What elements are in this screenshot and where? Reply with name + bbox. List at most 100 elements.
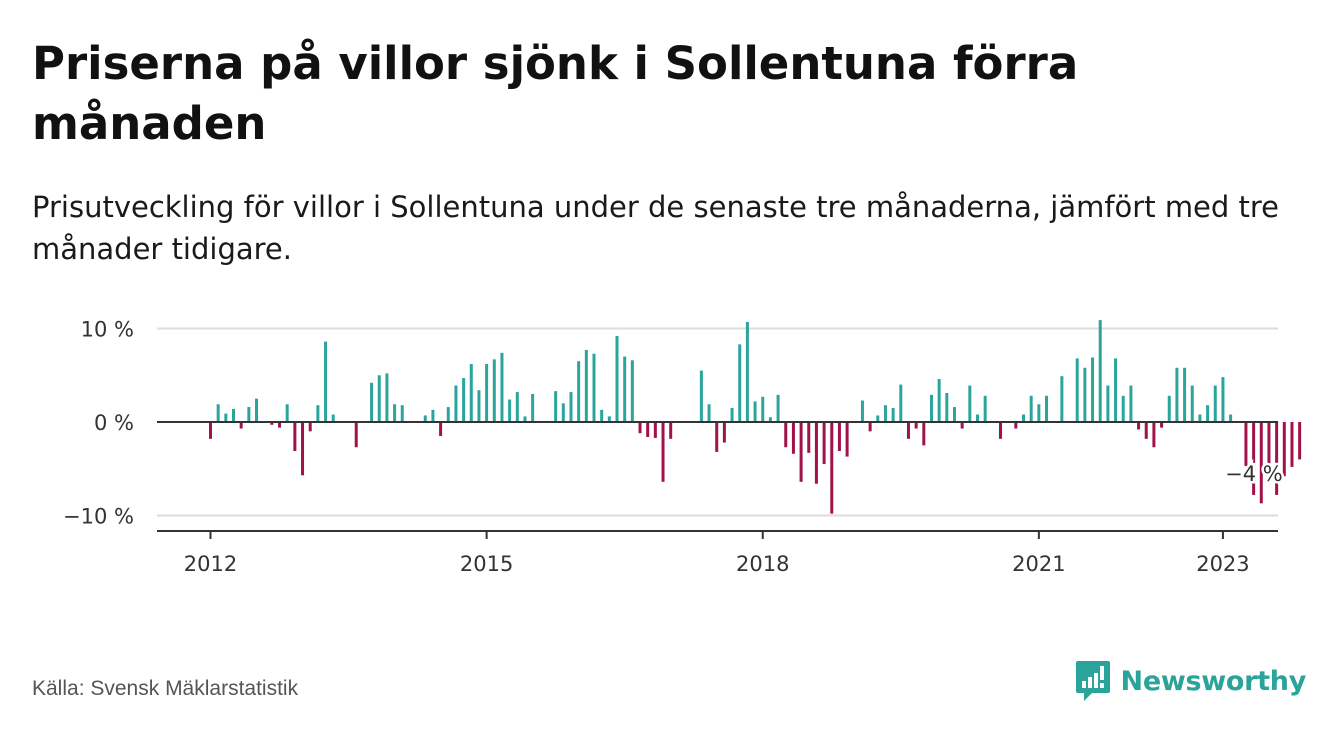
bar [1282,422,1286,477]
x-tick-label: 2012 [184,552,237,576]
bar [1183,367,1187,422]
bar [308,422,312,432]
brand-name: Newsworthy [1120,665,1307,697]
bar [1106,385,1110,422]
bar [891,407,895,422]
bar [968,385,972,422]
axes [157,421,1278,539]
bar [1091,357,1095,422]
bar [1129,385,1133,422]
bar [232,408,236,422]
bar [224,413,228,422]
bar [761,396,765,422]
bar [929,394,933,422]
x-tick-label: 2023 [1196,552,1249,576]
bar [1144,422,1148,439]
bar [791,422,795,454]
bar [454,385,458,422]
bar [669,422,673,439]
bar [630,360,634,422]
bar [945,393,949,422]
bar [837,422,841,451]
bar [914,422,918,429]
bar [247,407,251,422]
bar [1160,422,1164,428]
bar [1121,395,1125,422]
bar [1252,422,1256,495]
bar [531,393,535,422]
bar [1114,358,1118,422]
bar [500,352,504,422]
bar [354,422,358,448]
bar [477,390,481,422]
bar [431,409,435,422]
bar [462,378,466,422]
bar [423,415,427,422]
bar [876,415,880,422]
bar [316,405,320,422]
grid-lines [157,327,1278,517]
chart-subtitle: Prisutveckling för villor i Sollentuna u… [32,190,1280,266]
bar [784,422,788,448]
bar [699,370,703,422]
bar [209,422,212,439]
bar [730,407,734,422]
bar [976,414,979,422]
x-tick-label: 2021 [1012,552,1065,576]
bar [768,417,772,422]
bar [239,422,243,429]
bar [331,414,335,422]
y-tick-label: 10 % [81,318,134,342]
bar [638,422,642,434]
bar [1259,422,1263,504]
bar [646,422,650,437]
bar [285,404,289,422]
bar [216,404,220,422]
bar [661,422,665,482]
bar [753,401,757,422]
bar [1060,376,1064,422]
bar [653,422,657,438]
bar [554,391,558,422]
bar [738,344,742,422]
bar [584,350,588,422]
bar [1229,414,1233,422]
bar [370,382,374,422]
bar [1037,404,1041,422]
bar [1083,367,1087,422]
bar [1221,377,1225,422]
bar [1029,395,1033,422]
bar [1022,414,1026,422]
y-tick-label: 0 % [94,411,134,435]
bar [937,378,941,422]
bar [983,395,987,422]
brand-logo[interactable]: Newsworthy [1075,660,1306,702]
bar [607,416,611,422]
x-tick-label: 2015 [460,552,513,576]
bar [899,384,903,422]
bar [523,416,527,422]
bar [1190,385,1194,422]
bar [830,422,834,514]
bar [515,392,519,422]
bar [385,373,389,422]
bar [883,405,887,422]
bar [1098,320,1102,422]
bar [623,356,627,422]
bar-chart: 10 % 0 % −10 % 2012 2015 2018 2021 2023 −4 % [63,318,1302,576]
bar [301,422,305,476]
bar [1045,395,1049,422]
bar [807,422,811,453]
chart-title: Priserna på villor sjönk i Sollentuna fö… [32,37,1079,150]
bar [1275,422,1279,495]
bar [577,361,581,422]
bar [1206,405,1210,422]
bar [1075,358,1079,422]
bar [745,321,749,422]
bar [1137,422,1141,430]
bar [615,335,619,422]
bar [1167,395,1171,422]
bar [1213,385,1217,422]
bars [209,320,1302,514]
bar [814,422,818,484]
